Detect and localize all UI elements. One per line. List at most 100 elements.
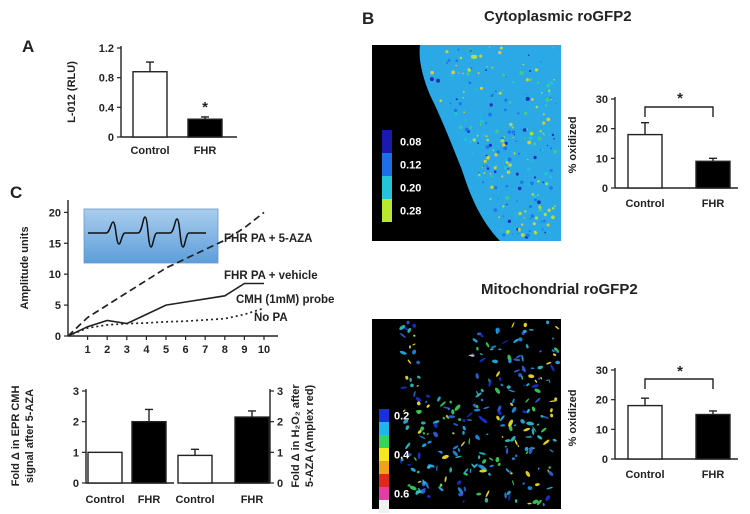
bar-fhr — [695, 413, 731, 460]
colorbar-label: 0.08 — [400, 137, 421, 149]
significance-star: * — [202, 99, 208, 116]
y-tick-label: 0 — [602, 183, 608, 195]
error-bar — [191, 448, 199, 456]
colorbar-swatch — [382, 130, 392, 153]
x-tick-label: 4 — [143, 344, 150, 356]
category-label: Control — [175, 494, 214, 506]
bar-chart-b-mitochondrial: 0 10 20 30 Control FHR % oxidized * — [567, 363, 738, 481]
bar-chart-b-cytoplasmic: 0 10 20 30 Control FHR % oxidized * — [567, 90, 738, 210]
y-tick-label: 0 — [55, 331, 61, 343]
colorbar-swatch — [379, 500, 389, 513]
bar-chart-c-bar-epr: 0 1 2 3 Control FHR Fold Δ in EPR CMH signal af… — [10, 386, 174, 506]
series-line-3 — [67, 307, 265, 337]
x-tick-label: 3 — [124, 344, 130, 356]
epr-spectrum-trace — [88, 216, 206, 248]
y-tick-label: 0 — [602, 454, 608, 466]
bar-control — [87, 451, 123, 484]
y-tick-label: 2 — [73, 417, 79, 429]
colorbar-swatch — [379, 435, 389, 448]
y-tick-label: 30 — [596, 365, 608, 377]
bar-control — [627, 404, 663, 460]
x-tick-label: 7 — [202, 344, 208, 356]
y-axis-label-line1: Fold Δ in EPR CMH — [10, 386, 22, 487]
colorbar-swatch — [379, 487, 389, 500]
y-axis-label: % oxidized — [567, 117, 579, 174]
colorbar-label: 0.2 — [394, 411, 409, 423]
bar-chart-a: 0 0.4 0.8 1.2 Control FHR L-012 (RLU) * — [66, 43, 237, 157]
colorbar-label: 0.28 — [400, 206, 421, 218]
y-tick-label: 20 — [596, 124, 608, 136]
y-tick-label: 3 — [73, 386, 79, 398]
bar-control — [627, 133, 663, 189]
x-tick-label: 9 — [241, 344, 247, 356]
bar-fhr — [695, 160, 731, 189]
y-tick-label: 0 — [277, 478, 283, 490]
y-axis-label-line2: signal after 5-AZA — [24, 389, 36, 483]
bar-control — [177, 454, 213, 484]
y-tick-label: 0 — [73, 478, 79, 490]
series-label-fhr-pa-vehicle: FHR PA + vehicle — [224, 270, 318, 282]
error-bar — [248, 410, 256, 418]
panel-letter-c: C — [10, 183, 22, 202]
bar-control — [132, 71, 168, 138]
epr-spectrum-inset — [83, 208, 219, 264]
error-bar — [709, 157, 717, 162]
series-line-1 — [67, 211, 265, 337]
y-tick-label: 0 — [108, 132, 114, 144]
significance-bracket — [644, 106, 714, 117]
y-tick-label: 30 — [596, 94, 608, 106]
line-chart-c: 0 5 10 15 20 1 2 3 4 5 6 7 8 9 10 Amplitude units FHR PA… — [19, 200, 334, 356]
y-axis-label-line2: 5-AZA (Amplex red) — [304, 385, 316, 488]
y-tick-label: 10 — [596, 153, 608, 165]
category-label: Control — [625, 469, 664, 481]
category-label: FHR — [194, 145, 217, 157]
category-label: Control — [85, 494, 124, 506]
category-label: FHR — [241, 494, 264, 506]
y-tick-label: 20 — [49, 207, 61, 219]
y-tick-label: 0.4 — [99, 102, 115, 114]
y-tick-label: 1.2 — [99, 43, 114, 55]
cytoplasmic-title: Cytoplasmic roGFP2 — [484, 8, 632, 25]
y-tick-label: 3 — [277, 386, 283, 398]
colorbar-label: 0.12 — [400, 160, 421, 172]
error-bar — [146, 61, 154, 72]
category-label: FHR — [702, 198, 725, 210]
y-axis-label-line1: Fold Δ in H₂O₂ after — [290, 384, 302, 488]
colorbar-swatch — [382, 199, 392, 222]
series-line-2 — [67, 282, 264, 337]
y-tick-label: 10 — [49, 269, 61, 281]
significance-star: * — [677, 363, 683, 380]
colorbar-swatch — [379, 461, 389, 474]
colorbar-swatch — [379, 474, 389, 487]
colorbar-swatch — [382, 153, 392, 176]
x-tick-label: 1 — [85, 344, 91, 356]
y-tick-label: 0.8 — [99, 73, 114, 85]
category-label: Control — [130, 145, 169, 157]
category-label: FHR — [138, 494, 161, 506]
y-tick-label: 1 — [277, 447, 283, 459]
category-label: FHR — [702, 469, 725, 481]
bar-fhr — [187, 118, 223, 138]
y-tick-label: 5 — [55, 300, 61, 312]
error-bar — [145, 408, 153, 422]
category-label: Control — [625, 198, 664, 210]
colorbar-label: 0.20 — [400, 183, 421, 195]
mitochondrial-colorbar: 0.2 0.4 0.6 — [379, 409, 410, 513]
probe-annotation: CMH (1mM) probe — [236, 294, 334, 306]
error-bar — [709, 410, 717, 415]
error-bar — [201, 116, 209, 120]
x-tick-label: 10 — [258, 344, 270, 356]
y-axis-label: % oxidized — [567, 390, 579, 447]
panel-letter-b: B — [362, 9, 374, 28]
x-tick-label: 6 — [183, 344, 189, 356]
bar-fhr — [234, 416, 270, 484]
series-label-no-pa: No PA — [254, 312, 288, 324]
y-tick-label: 15 — [49, 238, 61, 250]
cytoplasmic-roGFP2-image: 0.08 0.12 0.20 0.28 — [372, 45, 561, 241]
bar-fhr — [131, 420, 167, 484]
error-bar — [641, 397, 649, 406]
mitochondrial-roGFP2-image: 0.2 0.4 0.6 — [372, 319, 561, 513]
colorbar-label: 0.6 — [394, 489, 409, 501]
x-tick-label: 5 — [163, 344, 169, 356]
